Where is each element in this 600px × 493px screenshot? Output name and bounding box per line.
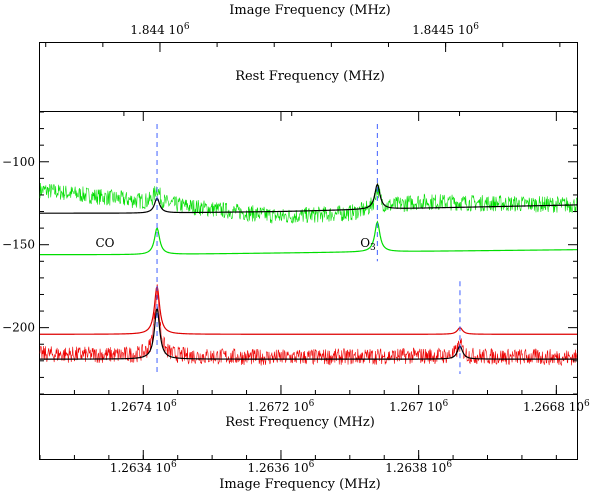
annotation-o3: O3 xyxy=(360,236,376,253)
x-rest-lower-tick-exponent-1: 6 xyxy=(309,399,315,409)
x-rest-lower-tick-label-1: 1.2672 106 xyxy=(248,399,315,414)
ytick-label-0: −100 xyxy=(2,155,35,169)
ytick-label-1: −150 xyxy=(2,238,35,252)
series-line-1 xyxy=(40,182,578,214)
x-image-bottom-tick-exponent-1: 6 xyxy=(309,460,315,470)
series-line-0 xyxy=(39,183,578,224)
x-rest-lower-tick-label-3: 1.2668 106 xyxy=(523,399,590,414)
x-image-top-tick-label-1: 1.8445 106 xyxy=(412,22,479,37)
x-label-image-top: Image Frequency (MHz) xyxy=(229,3,390,18)
tick-marks xyxy=(39,43,577,459)
x-image-bottom-tick-exponent-0: 6 xyxy=(171,460,177,470)
x-image-bottom-tick-exponent-2: 6 xyxy=(446,460,452,470)
ytick-label-2: −200 xyxy=(2,321,35,335)
x-label-rest-upper: Rest Frequency (MHz) xyxy=(235,69,385,84)
x-image-bottom-tick-label-0: 1.2634 106 xyxy=(110,460,177,475)
annotation-o3-subscript: 3 xyxy=(370,243,376,253)
x-label-rest-lower: Rest Frequency (MHz) xyxy=(225,415,375,430)
tick-labels: −100 −150 −200 1.2674 106 1.2672 106 1.267 10… xyxy=(2,22,590,475)
x-rest-lower-tick-exponent-0: 6 xyxy=(171,399,177,409)
x-image-top-tick-exponent-1: 6 xyxy=(473,22,479,32)
series-group xyxy=(39,182,578,366)
x-rest-lower-tick-label-0: 1.2674 106 xyxy=(110,399,177,414)
series-line-2 xyxy=(40,220,578,256)
series-line-3 xyxy=(40,284,577,335)
plot-frame xyxy=(39,111,578,395)
x-label-image-bottom: Image Frequency (MHz) xyxy=(219,477,380,492)
x-image-bottom-tick-label-2: 1.2638 106 xyxy=(385,460,452,475)
x-image-bottom-tick-label-1: 1.2636 106 xyxy=(248,460,315,475)
annotation-o3-base: O xyxy=(360,236,370,250)
series-line-4 xyxy=(39,284,578,366)
annotation-co: CO xyxy=(95,236,114,250)
x-rest-lower-tick-exponent-3: 6 xyxy=(584,399,590,409)
x-rest-lower-tick-label-2: 1.267 106 xyxy=(389,399,448,414)
line-markers xyxy=(156,124,461,374)
x-image-top-tick-label-0: 1.844 106 xyxy=(130,22,189,37)
x-image-top-tick-exponent-0: 6 xyxy=(184,22,190,32)
x-rest-lower-tick-exponent-2: 6 xyxy=(443,399,449,409)
series-line-5 xyxy=(40,305,577,360)
